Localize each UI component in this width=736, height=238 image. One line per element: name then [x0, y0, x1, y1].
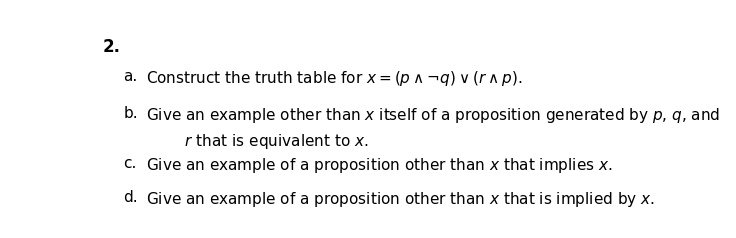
Text: 2.: 2.	[102, 38, 120, 56]
Text: b.: b.	[124, 106, 138, 121]
Text: Give an example of a proposition other than $x$ that implies $x$.: Give an example of a proposition other t…	[146, 156, 613, 175]
Text: d.: d.	[124, 190, 138, 205]
Text: Give an example other than $x$ itself of a proposition generated by $p$, $q$, an: Give an example other than $x$ itself of…	[146, 106, 721, 151]
Text: c.: c.	[124, 156, 137, 171]
Text: a.: a.	[124, 69, 138, 84]
Text: Give an example of a proposition other than $x$ that is implied by $x$.: Give an example of a proposition other t…	[146, 190, 655, 209]
Text: Construct the truth table for $x = (p \wedge \neg q) \vee (r \wedge p)$.: Construct the truth table for $x = (p \w…	[146, 69, 523, 88]
